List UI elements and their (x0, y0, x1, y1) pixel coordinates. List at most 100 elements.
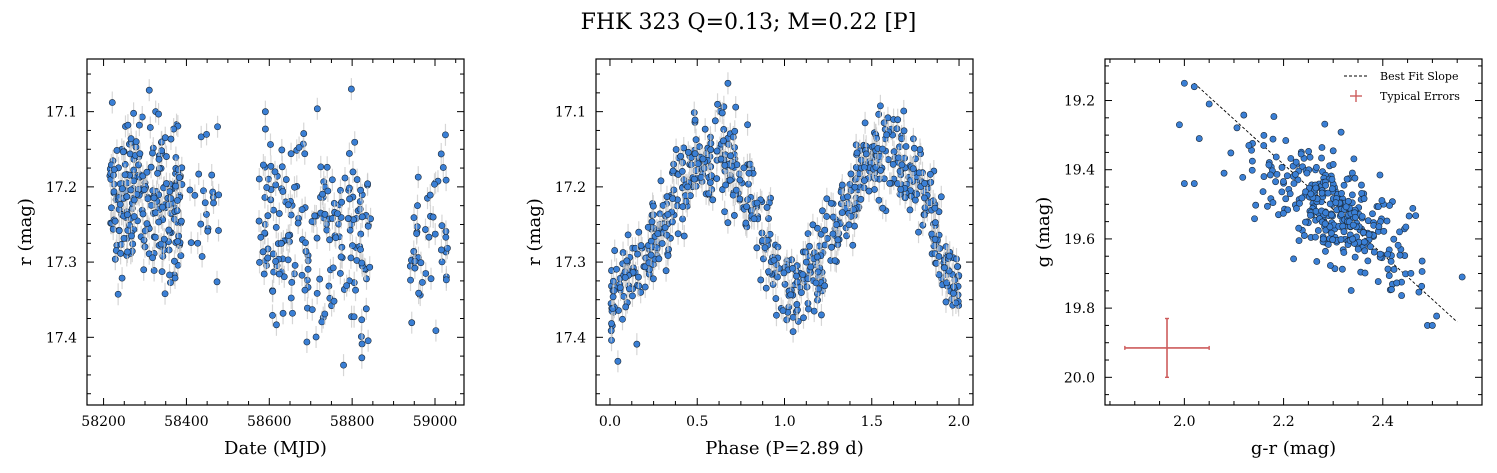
data-point (1278, 188, 1286, 196)
data-point (1358, 181, 1365, 189)
data-point (649, 275, 657, 283)
data-point (708, 172, 715, 180)
data-point (130, 109, 137, 117)
data-point (953, 255, 960, 263)
data-point (155, 155, 163, 163)
data-point (1293, 205, 1300, 212)
data-point (900, 107, 908, 115)
data-point (1251, 215, 1258, 223)
data-point (1220, 169, 1228, 177)
data-point (272, 257, 279, 265)
data-point (879, 204, 887, 212)
data-point (838, 181, 846, 189)
data-point (128, 232, 135, 240)
data-point (1307, 190, 1315, 198)
data-point (426, 191, 434, 199)
data-point (942, 298, 950, 306)
data-point (124, 248, 131, 256)
data-point (812, 279, 820, 287)
data-point (757, 276, 765, 284)
data-point (155, 110, 162, 118)
data-point (789, 313, 797, 321)
data-point (1295, 237, 1303, 245)
data-point (317, 163, 325, 171)
data-point (626, 285, 633, 293)
data-point (255, 175, 263, 183)
data-point (349, 168, 357, 176)
data-point (1272, 153, 1280, 161)
data-point (1387, 257, 1395, 265)
data-point (821, 226, 829, 234)
data-point (203, 130, 210, 138)
data-point (138, 113, 146, 121)
data-point (191, 192, 199, 199)
data-point (648, 218, 656, 226)
data-point (163, 153, 170, 160)
data-point (410, 248, 418, 255)
data-point (431, 180, 438, 188)
data-point (275, 210, 283, 217)
y-axis-label: r (mag) (524, 198, 545, 266)
data-point (1282, 195, 1290, 203)
data-point (1260, 142, 1268, 149)
data-point (415, 289, 423, 297)
data-point (304, 265, 312, 273)
data-point (713, 175, 721, 183)
data-point (284, 256, 292, 264)
figure-title: FHK 323 Q=0.13; M=0.22 [P] (580, 10, 917, 35)
data-point (261, 229, 269, 237)
data-point (215, 191, 223, 199)
data-point (609, 293, 617, 301)
data-point (146, 124, 154, 131)
data-point (437, 150, 445, 158)
data-point (135, 121, 143, 129)
data-point (334, 210, 341, 218)
data-point (1322, 247, 1329, 255)
data-point (862, 150, 870, 158)
data-point (1327, 262, 1334, 269)
data-point (272, 223, 280, 231)
data-point (838, 209, 846, 216)
data-point (108, 99, 116, 106)
data-point (1313, 163, 1320, 171)
data-point (774, 273, 781, 281)
data-point (321, 310, 329, 318)
data-point (828, 243, 835, 251)
data-point (853, 149, 861, 157)
data-point (694, 160, 702, 168)
data-point (781, 280, 789, 288)
data-point (1351, 213, 1359, 221)
data-point (275, 270, 283, 278)
data-point (679, 203, 687, 211)
y-tick-label: 17.4 (555, 330, 586, 346)
data-point (678, 168, 686, 175)
data-point (1366, 243, 1374, 251)
data-point (1418, 268, 1426, 275)
y-tick-label: 17.3 (46, 255, 77, 271)
data-point (911, 196, 919, 204)
data-point (1338, 265, 1346, 273)
data-point (829, 213, 837, 221)
data-point (654, 230, 662, 238)
data-point (624, 231, 632, 239)
data-point (1385, 272, 1393, 279)
data-point (669, 167, 677, 175)
data-point (321, 210, 329, 218)
data-point (349, 242, 356, 250)
data-point (1374, 278, 1382, 285)
data-point (298, 271, 306, 279)
data-point (1195, 135, 1203, 142)
data-point (721, 208, 729, 216)
data-point (1405, 212, 1413, 220)
data-point (894, 116, 902, 124)
data-point (1418, 257, 1426, 265)
data-point (950, 289, 957, 297)
data-point (163, 180, 170, 187)
data-point (1269, 199, 1277, 207)
data-point (849, 241, 857, 249)
data-point (329, 215, 336, 222)
data-point (215, 227, 222, 234)
data-point (623, 257, 631, 265)
data-point (1260, 173, 1268, 180)
data-point (113, 147, 121, 154)
